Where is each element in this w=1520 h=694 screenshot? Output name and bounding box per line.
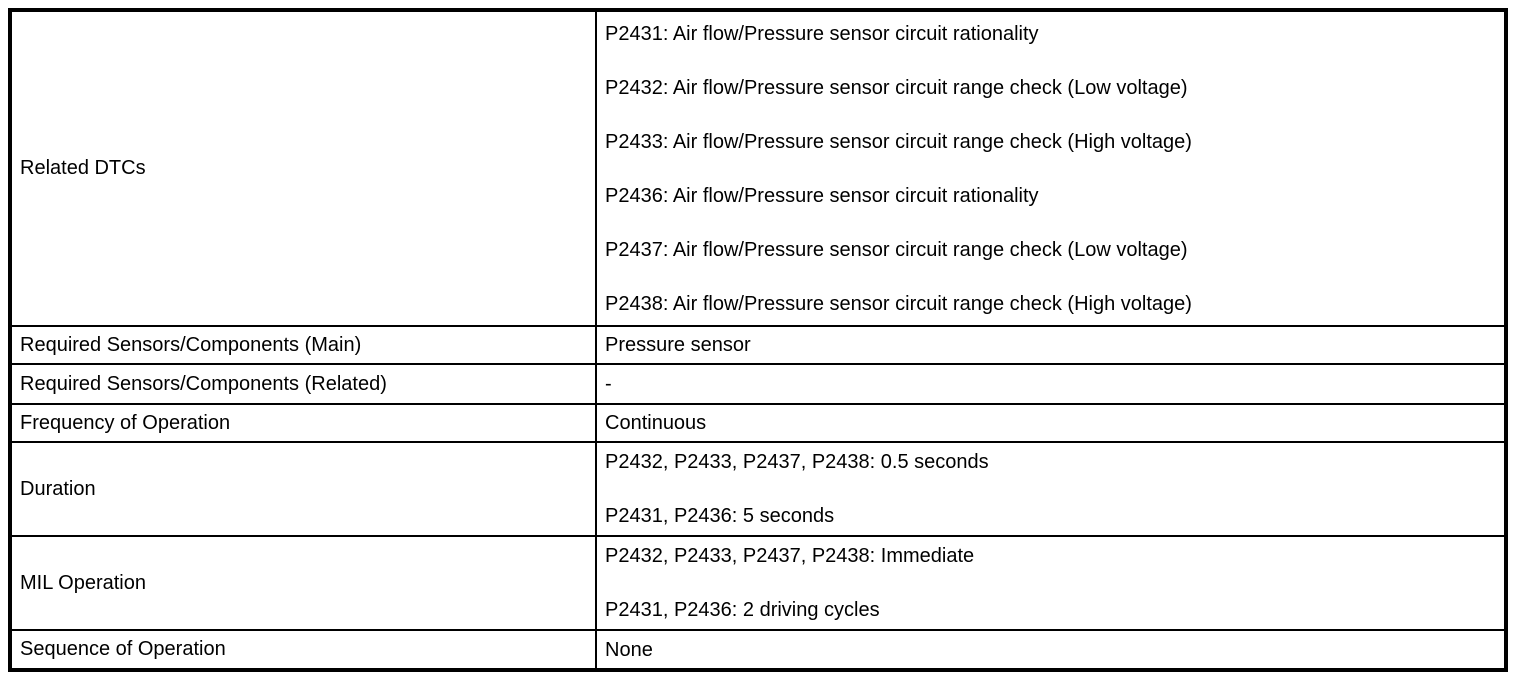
table-row-related-dtcs: Related DTCs P2431: Air flow/Pressure se… [9, 9, 1507, 327]
row-value-frequency: Continuous [595, 403, 1507, 443]
row-label-related-dtcs: Related DTCs [9, 9, 597, 327]
value-line: P2432, P2433, P2437, P2438: 0.5 seconds [605, 451, 989, 473]
dtc-spec-table: Related DTCs P2431: Air flow/Pressure se… [8, 8, 1508, 672]
row-label-frequency: Frequency of Operation [9, 403, 597, 443]
table-row-required-related: Required Sensors/Components (Related) - [9, 363, 1507, 405]
row-label-duration: Duration [9, 441, 597, 537]
row-value-duration: P2432, P2433, P2437, P2438: 0.5 seconds … [595, 441, 1507, 537]
table-row-required-main: Required Sensors/Components (Main) Press… [9, 325, 1507, 365]
value-line: - [605, 373, 612, 395]
row-value-mil-operation: P2432, P2433, P2437, P2438: Immediate P2… [595, 535, 1507, 631]
row-label-required-main: Required Sensors/Components (Main) [9, 325, 597, 365]
row-label-sequence: Sequence of Operation [9, 629, 597, 671]
dtc-line: P2438: Air flow/Pressure sensor circuit … [605, 292, 1192, 315]
row-label-mil-operation: MIL Operation [9, 535, 597, 631]
value-line: Continuous [605, 412, 707, 434]
value-line: Pressure sensor [605, 334, 751, 356]
row-value-required-related: - [595, 363, 1507, 405]
row-value-related-dtcs: P2431: Air flow/Pressure sensor circuit … [595, 9, 1507, 327]
dtc-line: P2432: Air flow/Pressure sensor circuit … [605, 76, 1188, 99]
table-row-duration: Duration P2432, P2433, P2437, P2438: 0.5… [9, 441, 1507, 537]
value-line: None [605, 638, 653, 661]
dtc-line: P2437: Air flow/Pressure sensor circuit … [605, 238, 1188, 261]
dtc-line: P2433: Air flow/Pressure sensor circuit … [605, 130, 1192, 153]
dtc-line: P2436: Air flow/Pressure sensor circuit … [605, 184, 1039, 207]
table-row-frequency: Frequency of Operation Continuous [9, 403, 1507, 443]
row-value-sequence: None [595, 629, 1507, 671]
table-row-mil-operation: MIL Operation P2432, P2433, P2437, P2438… [9, 535, 1507, 631]
row-value-required-main: Pressure sensor [595, 325, 1507, 365]
row-label-required-related: Required Sensors/Components (Related) [9, 363, 597, 405]
table-row-sequence: Sequence of Operation None [9, 629, 1507, 671]
value-line: P2432, P2433, P2437, P2438: Immediate [605, 545, 975, 567]
value-line: P2431, P2436: 2 driving cycles [605, 599, 880, 621]
dtc-line: P2431: Air flow/Pressure sensor circuit … [605, 22, 1039, 45]
value-line: P2431, P2436: 5 seconds [605, 505, 835, 527]
